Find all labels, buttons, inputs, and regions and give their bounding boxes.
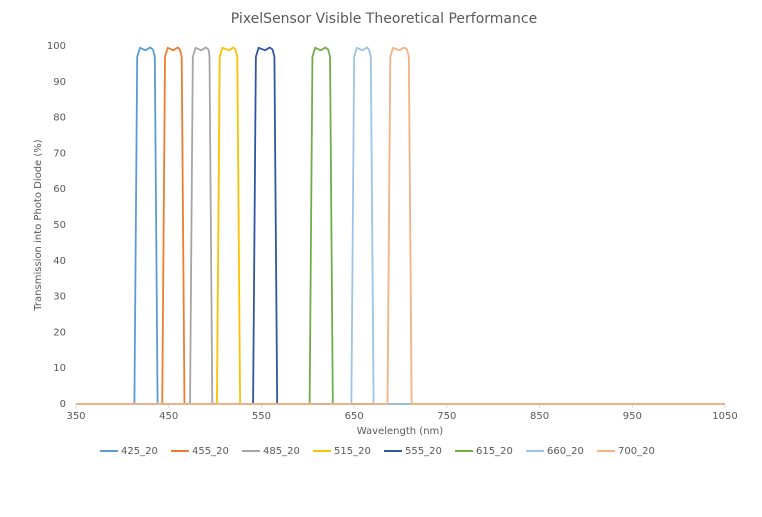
y-tick-label: 30: [53, 292, 66, 303]
x-tick-label: 550: [252, 411, 271, 422]
series-line: [76, 46, 725, 405]
series-line: [76, 46, 725, 405]
series-line: [76, 46, 725, 405]
x-tick-label: 1050: [712, 411, 737, 422]
y-tick-label: 80: [53, 113, 66, 124]
y-tick-label: 50: [53, 220, 66, 231]
chart-title: PixelSensor Visible Theoretical Performa…: [231, 11, 537, 27]
series-line: [76, 46, 725, 405]
x-tick-label: 350: [66, 411, 85, 422]
legend-label: 515_20: [334, 446, 371, 457]
y-tick-label: 90: [53, 77, 66, 88]
legend-label: 425_20: [121, 446, 158, 457]
legend-label: 455_20: [192, 446, 229, 457]
x-tick-label: 650: [345, 411, 364, 422]
legend-label: 700_20: [618, 446, 655, 457]
x-tick-label: 750: [437, 411, 456, 422]
x-tick-label: 450: [159, 411, 178, 422]
y-tick-label: 70: [53, 148, 66, 159]
legend-label: 555_20: [405, 446, 442, 457]
legend-label: 660_20: [547, 446, 584, 457]
y-tick-label: 0: [60, 399, 66, 410]
series-line: [76, 46, 725, 405]
y-tick-label: 10: [53, 363, 66, 374]
legend-label: 485_20: [263, 446, 300, 457]
series-line: [76, 46, 725, 405]
y-tick-label: 60: [53, 184, 66, 195]
series-line: [76, 46, 725, 405]
x-tick-label: 850: [530, 411, 549, 422]
y-tick-label: 40: [53, 256, 66, 267]
x-tick-label: 950: [623, 411, 642, 422]
legend-label: 615_20: [476, 446, 513, 457]
y-tick-label: 20: [53, 327, 66, 338]
x-axis-label: Wavelength (nm): [357, 426, 443, 437]
y-axis-label: Transmission into Photo Diode (%): [33, 139, 44, 311]
series-line: [76, 46, 725, 405]
y-tick-label: 100: [47, 41, 66, 52]
